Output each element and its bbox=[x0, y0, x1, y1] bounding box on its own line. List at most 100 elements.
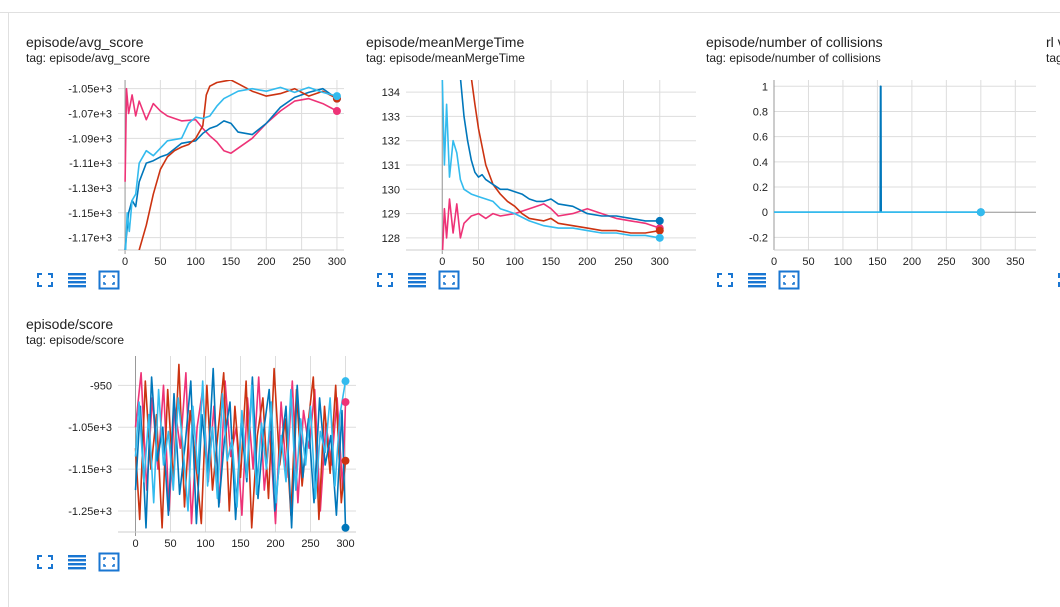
y-tick-label: -1.17e+3 bbox=[68, 233, 112, 245]
data-table-icon[interactable] bbox=[746, 270, 768, 290]
series-group bbox=[441, 80, 661, 250]
x-tick-label: 250 bbox=[292, 256, 310, 268]
y-tick-label: -1.09e+3 bbox=[68, 133, 112, 145]
series-group bbox=[774, 85, 981, 213]
series-end-point-3 bbox=[341, 523, 350, 532]
avg-score-chart[interactable]: 0 50 100 150 200 250 300 -1.05e+3 -1.07e+3 -1.09e… bbox=[26, 68, 361, 268]
x-tick-label: 100 bbox=[187, 256, 205, 268]
y-tick-label: 134 bbox=[382, 87, 400, 99]
y-tick-label: 132 bbox=[382, 136, 400, 148]
x-tick-label: 0 bbox=[132, 538, 138, 550]
x-tick-label: 200 bbox=[903, 256, 921, 268]
top-divider bbox=[0, 12, 1060, 13]
fullscreen-icon[interactable] bbox=[374, 270, 396, 290]
series-group bbox=[134, 363, 347, 529]
y-tick-label: -1.07e+3 bbox=[68, 109, 112, 121]
card-title: episode/score bbox=[26, 316, 114, 332]
series-end-point-4 bbox=[332, 92, 341, 101]
y-tick-label: -1.15e+3 bbox=[68, 208, 112, 220]
x-tick-label: 300 bbox=[336, 538, 354, 550]
fullscreen-icon[interactable] bbox=[1055, 270, 1060, 290]
fullscreen-icon[interactable] bbox=[34, 270, 56, 290]
y-tick-label: 129 bbox=[382, 209, 400, 221]
card-tag: tag: episode/number of collisions bbox=[706, 51, 881, 65]
series-line-4 bbox=[441, 80, 660, 239]
x-tick-label: 50 bbox=[154, 256, 166, 268]
y-tick-label: 133 bbox=[382, 111, 400, 123]
series-end-point-2 bbox=[976, 208, 985, 217]
x-tick-label: 300 bbox=[972, 256, 990, 268]
fullscreen-icon[interactable] bbox=[714, 270, 736, 290]
y-tick-label: 0.4 bbox=[753, 157, 768, 169]
left-divider bbox=[8, 13, 9, 607]
x-tick-label: 0 bbox=[122, 256, 128, 268]
series-line-2 bbox=[470, 80, 660, 234]
mean-merge-time-chart[interactable]: 0 50 100 150 200 250 300 128 129 130 131 132 133 134 bbox=[366, 68, 701, 268]
fit-domain-icon[interactable] bbox=[98, 270, 120, 290]
card-tag: tag bbox=[1046, 51, 1060, 65]
card-tag: tag: episode/score bbox=[26, 333, 125, 347]
x-tick-label: 50 bbox=[802, 256, 814, 268]
data-table-icon[interactable] bbox=[66, 552, 88, 572]
x-tick-label: 0 bbox=[439, 256, 445, 268]
y-tick-label: 130 bbox=[382, 184, 400, 196]
card-title: episode/number of collisions bbox=[706, 34, 883, 50]
y-tick-label: -950 bbox=[90, 380, 112, 392]
series-end-point-4 bbox=[341, 377, 350, 386]
x-tick-label: 300 bbox=[651, 256, 669, 268]
y-tick-label: 0.8 bbox=[753, 106, 768, 118]
x-tick-label: 250 bbox=[301, 538, 319, 550]
y-tick-label: 128 bbox=[382, 233, 400, 245]
fit-domain-icon[interactable] bbox=[98, 552, 120, 572]
x-tick-label: 200 bbox=[257, 256, 275, 268]
x-tick-label: 100 bbox=[834, 256, 852, 268]
series-end-point-4 bbox=[655, 233, 664, 242]
x-tick-label: 50 bbox=[164, 538, 176, 550]
series-line-3 bbox=[459, 80, 660, 222]
x-tick-label: 100 bbox=[196, 538, 214, 550]
series-end-point-2 bbox=[341, 456, 350, 465]
card-tag: tag: episode/avg_score bbox=[26, 51, 151, 65]
data-table-icon[interactable] bbox=[66, 270, 88, 290]
y-tick-label: -1.13e+3 bbox=[68, 183, 112, 195]
fullscreen-icon[interactable] bbox=[34, 552, 56, 572]
series-line-1 bbox=[441, 198, 661, 250]
y-tick-label: -1.05e+3 bbox=[68, 422, 112, 434]
x-tick-label: 150 bbox=[231, 538, 249, 550]
data-table-icon[interactable] bbox=[406, 270, 428, 290]
y-tick-label: -1.05e+3 bbox=[68, 84, 112, 96]
y-tick-label: -0.2 bbox=[749, 232, 768, 244]
x-tick-label: 250 bbox=[937, 256, 955, 268]
y-tick-label: 131 bbox=[382, 160, 400, 172]
x-tick-label: 0 bbox=[771, 256, 777, 268]
y-tick-label: 0.6 bbox=[753, 132, 768, 144]
series-end-point-3 bbox=[655, 216, 664, 225]
x-tick-label: 300 bbox=[328, 256, 346, 268]
score-chart[interactable]: 0 50 100 150 200 250 300 -950 -1.05e+3 -1.15e+3 -1… bbox=[26, 350, 361, 550]
card-partial: rl v tag bbox=[1046, 34, 1060, 299]
x-tick-label: 150 bbox=[222, 256, 240, 268]
x-tick-label: 100 bbox=[506, 256, 524, 268]
series-line-3 bbox=[138, 80, 338, 250]
x-tick-label: 200 bbox=[266, 538, 284, 550]
x-tick-label: 350 bbox=[1006, 256, 1024, 268]
x-tick-label: 250 bbox=[614, 256, 632, 268]
y-tick-label: -1.15e+3 bbox=[68, 464, 112, 476]
series-end-point-2 bbox=[655, 226, 664, 235]
series-line-2 bbox=[134, 363, 347, 529]
series-line-4 bbox=[124, 86, 338, 250]
x-tick-label: 150 bbox=[542, 256, 560, 268]
fit-domain-icon[interactable] bbox=[438, 270, 460, 290]
series-group bbox=[124, 80, 338, 250]
y-tick-label: 0 bbox=[762, 207, 768, 219]
y-tick-label: -1.11e+3 bbox=[69, 158, 112, 170]
fit-domain-icon[interactable] bbox=[778, 270, 800, 290]
x-tick-label: 50 bbox=[472, 256, 484, 268]
series-line-1 bbox=[124, 87, 338, 182]
series-line-2 bbox=[124, 87, 338, 250]
series-end-point-1 bbox=[332, 107, 341, 116]
x-tick-label: 200 bbox=[578, 256, 596, 268]
y-tick-label: 1 bbox=[762, 81, 768, 93]
y-tick-label: 0.2 bbox=[753, 182, 768, 194]
